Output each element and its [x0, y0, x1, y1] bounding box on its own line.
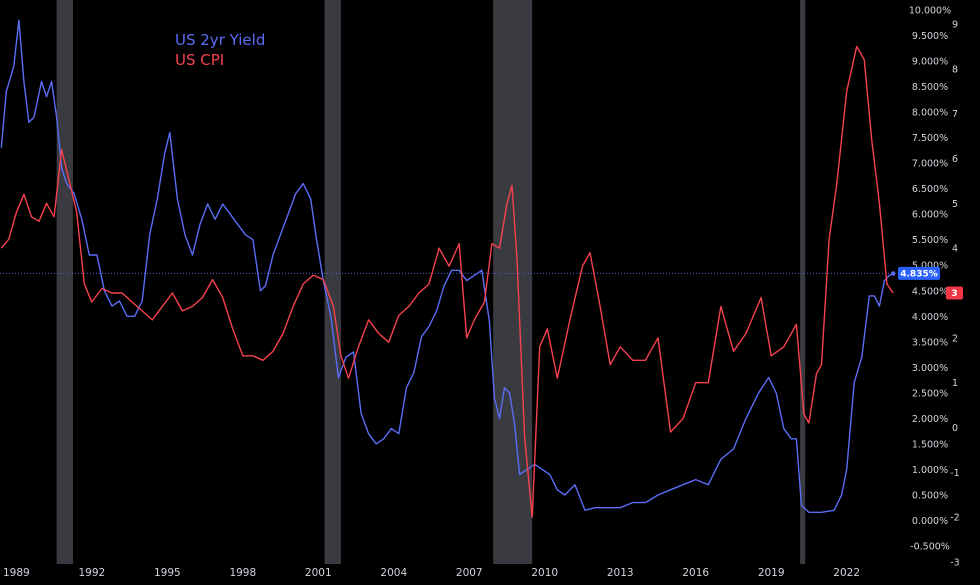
left-axis-tick-label: 10.000% [909, 6, 951, 17]
x-axis-tick-label: 2010 [531, 567, 558, 579]
left-axis-tick-label: 5.500% [912, 235, 948, 246]
yield-value-label: 4.835% [900, 269, 938, 279]
x-axis[interactable]: 1989 1992 1995 1998 2001 2004 2007 2010 2013 2016… [3, 567, 860, 579]
legend-yield[interactable]: US 2yr Yield [175, 31, 266, 49]
cpi-value-badge: 3 [946, 286, 963, 300]
left-axis-tick-label: 6.000% [912, 210, 948, 221]
left-axis-tick-label: 8.000% [912, 108, 948, 119]
left-axis-tick-label: -0.500% [910, 542, 950, 553]
recession-band [800, 0, 806, 564]
x-axis-tick-label: 2001 [305, 567, 332, 579]
x-axis-tick-label: 2007 [456, 567, 483, 579]
x-axis-tick-label: 2016 [682, 567, 709, 579]
left-axis-tick-label: 1.500% [912, 439, 948, 450]
recession-band [324, 0, 341, 564]
left-axis-tick-label: 9.000% [912, 57, 948, 68]
right-axis-tick-label: 2 [952, 333, 958, 344]
left-axis-tick-label: 0.500% [912, 490, 948, 501]
left-axis-tick-label: 5.000% [912, 261, 948, 272]
left-axis-tick-label: 9.500% [912, 31, 948, 42]
legend-cpi[interactable]: US CPI [175, 51, 225, 69]
right-axis-tick-label: 9 [952, 20, 958, 31]
left-y-axis[interactable]: 10.000% 9.500% 9.000% 8.500% 8.000% 7.500% 7.0… [909, 6, 951, 553]
left-axis-tick-label: 4.000% [912, 312, 948, 323]
right-axis-tick-label: 6 [952, 154, 958, 165]
right-axis-tick-label: -2 [950, 513, 959, 524]
x-axis-tick-label: 2004 [380, 567, 407, 579]
x-axis-tick-label: 1995 [154, 567, 181, 579]
cpi-series-line [0, 45, 894, 518]
left-axis-tick-label: 4.500% [912, 286, 948, 297]
x-axis-tick-label: 2019 [758, 567, 785, 579]
yield-value-badge: 4.835% [898, 266, 940, 280]
left-axis-tick-label: 3.500% [912, 337, 948, 348]
right-axis-tick-label: 7 [952, 109, 958, 120]
yield-series-line [0, 19, 894, 513]
left-axis-tick-label: 8.500% [912, 82, 948, 93]
left-axis-tick-label: 7.500% [912, 133, 948, 144]
right-axis-tick-label: 1 [952, 378, 958, 389]
x-axis-tick-label: 1989 [3, 567, 30, 579]
x-axis-tick-label: 2013 [607, 567, 634, 579]
left-axis-tick-label: 1.000% [912, 465, 948, 476]
right-axis-tick-label: 0 [952, 423, 958, 434]
right-axis-tick-label: -3 [950, 558, 959, 569]
left-axis-tick-label: 2.500% [912, 388, 948, 399]
x-axis-tick-label: 1998 [229, 567, 256, 579]
recession-band [493, 0, 533, 564]
left-axis-tick-label: 3.000% [912, 363, 948, 374]
cpi-value-label: 3 [951, 289, 957, 299]
recession-band [56, 0, 73, 564]
x-axis-tick-label: 1992 [78, 567, 105, 579]
series-lines [0, 19, 896, 518]
yield-last-point [891, 271, 896, 276]
chart-legend: US 2yr Yield US CPI [175, 30, 265, 70]
right-axis-tick-label: 8 [952, 64, 958, 75]
left-axis-tick-label: 7.000% [912, 159, 948, 170]
right-axis-tick-label: 5 [952, 199, 958, 210]
left-axis-tick-label: 6.500% [912, 184, 948, 195]
x-axis-tick-label: 2022 [833, 567, 860, 579]
right-axis-tick-label: -1 [950, 468, 959, 479]
left-axis-tick-label: 0.000% [912, 516, 948, 527]
right-axis-tick-label: 4 [952, 244, 958, 255]
left-axis-tick-label: 2.000% [912, 414, 948, 425]
